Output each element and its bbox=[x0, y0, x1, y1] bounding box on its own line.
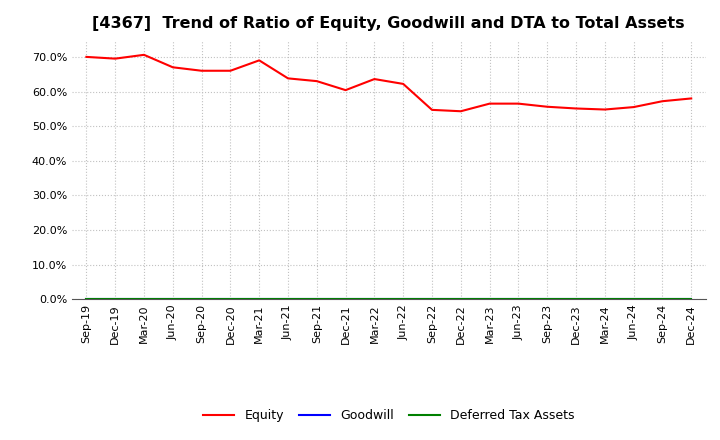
Equity bbox=[485, 101, 494, 106]
Goodwill bbox=[629, 297, 638, 302]
Deferred Tax Assets bbox=[456, 297, 465, 302]
Deferred Tax Assets bbox=[168, 297, 177, 302]
Equity bbox=[370, 77, 379, 82]
Deferred Tax Assets bbox=[399, 297, 408, 302]
Deferred Tax Assets bbox=[600, 297, 609, 302]
Equity bbox=[456, 109, 465, 114]
Deferred Tax Assets bbox=[82, 297, 91, 302]
Equity bbox=[197, 68, 206, 73]
Deferred Tax Assets bbox=[197, 297, 206, 302]
Goodwill bbox=[543, 297, 552, 302]
Goodwill bbox=[284, 297, 292, 302]
Goodwill bbox=[197, 297, 206, 302]
Goodwill bbox=[168, 297, 177, 302]
Deferred Tax Assets bbox=[629, 297, 638, 302]
Deferred Tax Assets bbox=[514, 297, 523, 302]
Goodwill bbox=[572, 297, 580, 302]
Equity bbox=[255, 58, 264, 63]
Deferred Tax Assets bbox=[226, 297, 235, 302]
Goodwill bbox=[456, 297, 465, 302]
Deferred Tax Assets bbox=[543, 297, 552, 302]
Deferred Tax Assets bbox=[572, 297, 580, 302]
Equity bbox=[600, 107, 609, 112]
Equity bbox=[111, 56, 120, 61]
Goodwill bbox=[600, 297, 609, 302]
Deferred Tax Assets bbox=[140, 297, 148, 302]
Legend: Equity, Goodwill, Deferred Tax Assets: Equity, Goodwill, Deferred Tax Assets bbox=[198, 404, 580, 427]
Equity bbox=[543, 104, 552, 110]
Equity bbox=[140, 52, 148, 58]
Deferred Tax Assets bbox=[255, 297, 264, 302]
Deferred Tax Assets bbox=[370, 297, 379, 302]
Equity bbox=[399, 81, 408, 87]
Goodwill bbox=[428, 297, 436, 302]
Equity bbox=[168, 65, 177, 70]
Goodwill bbox=[226, 297, 235, 302]
Equity bbox=[572, 106, 580, 111]
Goodwill bbox=[658, 297, 667, 302]
Title: [4367]  Trend of Ratio of Equity, Goodwill and DTA to Total Assets: [4367] Trend of Ratio of Equity, Goodwil… bbox=[92, 16, 685, 32]
Deferred Tax Assets bbox=[111, 297, 120, 302]
Deferred Tax Assets bbox=[284, 297, 292, 302]
Equity bbox=[284, 76, 292, 81]
Equity bbox=[514, 101, 523, 106]
Equity bbox=[428, 107, 436, 113]
Equity bbox=[687, 96, 696, 101]
Deferred Tax Assets bbox=[687, 297, 696, 302]
Equity bbox=[629, 104, 638, 110]
Deferred Tax Assets bbox=[341, 297, 350, 302]
Goodwill bbox=[312, 297, 321, 302]
Goodwill bbox=[399, 297, 408, 302]
Goodwill bbox=[111, 297, 120, 302]
Goodwill bbox=[514, 297, 523, 302]
Goodwill bbox=[485, 297, 494, 302]
Goodwill bbox=[82, 297, 91, 302]
Equity bbox=[312, 78, 321, 84]
Goodwill bbox=[370, 297, 379, 302]
Deferred Tax Assets bbox=[658, 297, 667, 302]
Goodwill bbox=[687, 297, 696, 302]
Line: Equity: Equity bbox=[86, 55, 691, 111]
Goodwill bbox=[255, 297, 264, 302]
Deferred Tax Assets bbox=[428, 297, 436, 302]
Goodwill bbox=[140, 297, 148, 302]
Deferred Tax Assets bbox=[485, 297, 494, 302]
Equity bbox=[341, 88, 350, 93]
Equity bbox=[82, 54, 91, 59]
Equity bbox=[658, 99, 667, 104]
Deferred Tax Assets bbox=[312, 297, 321, 302]
Goodwill bbox=[341, 297, 350, 302]
Equity bbox=[226, 68, 235, 73]
